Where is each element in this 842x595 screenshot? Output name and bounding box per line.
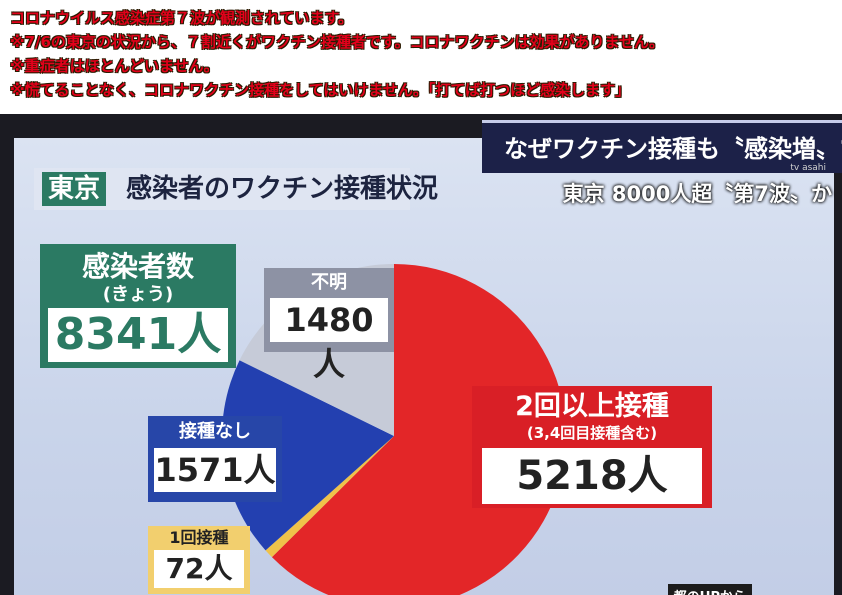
- slice-label-name: 1回接種: [169, 528, 229, 547]
- banner-subtitle: 東京 8000人超〝第7波〟か: [562, 182, 832, 206]
- channel-logo: tv asahi: [790, 163, 826, 173]
- slice-label-two-plus-doses: 2回以上接種 (3,4回目接種含む) 5218人: [472, 386, 712, 508]
- slice-label-name: 不明: [311, 272, 347, 293]
- region-tag: 東京: [42, 172, 107, 206]
- pie-slice-two-plus-doses: [271, 264, 566, 595]
- pie-slice-unvaccinated: [222, 360, 394, 551]
- source-note: 都のHPから: [667, 584, 752, 595]
- chart-title-bar: 東京 感染者のワクチン接種状況: [34, 168, 438, 210]
- caption-line: コロナウイルス感染症第７波が観測されています。: [10, 9, 354, 27]
- program-banner: なぜワクチン接種も〝感染増〟? tv asahi: [482, 120, 842, 173]
- slice-label-unvaccinated: 接種なし 1571人: [148, 416, 282, 502]
- slice-label-unknown: 不明 1480人: [264, 268, 394, 383]
- slice-label-value: 1480人: [270, 298, 388, 383]
- pie-slice-one-dose: [265, 436, 394, 558]
- slice-label-name: 接種なし: [179, 421, 251, 442]
- slice-label-value: 72人: [154, 550, 244, 588]
- banner-title: なぜワクチン接種も〝感染増〟?: [504, 135, 842, 163]
- infected-count-card: 感染者数 (きょう) 8341人: [40, 244, 236, 368]
- infected-count-sub: (きょう): [102, 284, 174, 305]
- caption-line: ※重症者はほとんどいません。: [10, 57, 219, 75]
- caption-block: コロナウイルス感染症第７波が観測されています。 ※7/6の東京の状況から、７割近…: [10, 6, 835, 102]
- infected-count-label: 感染者数: [81, 250, 194, 283]
- slice-label-sub: (3,4回目接種含む): [526, 424, 658, 442]
- chart-board: 東京 感染者のワクチン接種状況 感染者数 (きょう) 8341人 不明 1480…: [14, 138, 834, 595]
- tv-screen: 東京 感染者のワクチン接種状況 感染者数 (きょう) 8341人 不明 1480…: [0, 114, 842, 595]
- slice-label-one-dose: 1回接種 72人: [148, 526, 250, 594]
- slice-label-value: 5218人: [482, 448, 702, 504]
- caption-line: ※慌てることなく、コロナワクチン接種をしてはいけません。「打てば打つほど感染しま…: [10, 81, 631, 99]
- slice-label-value: 1571人: [154, 448, 276, 492]
- caption-line: ※7/6の東京の状況から、７割近くがワクチン接種者です。コロナワクチンは効果があ…: [10, 33, 664, 51]
- infected-count-value: 8341人: [48, 308, 228, 362]
- chart-title: 感染者のワクチン接種状況: [126, 174, 439, 204]
- slice-label-name: 2回以上接種: [515, 391, 669, 422]
